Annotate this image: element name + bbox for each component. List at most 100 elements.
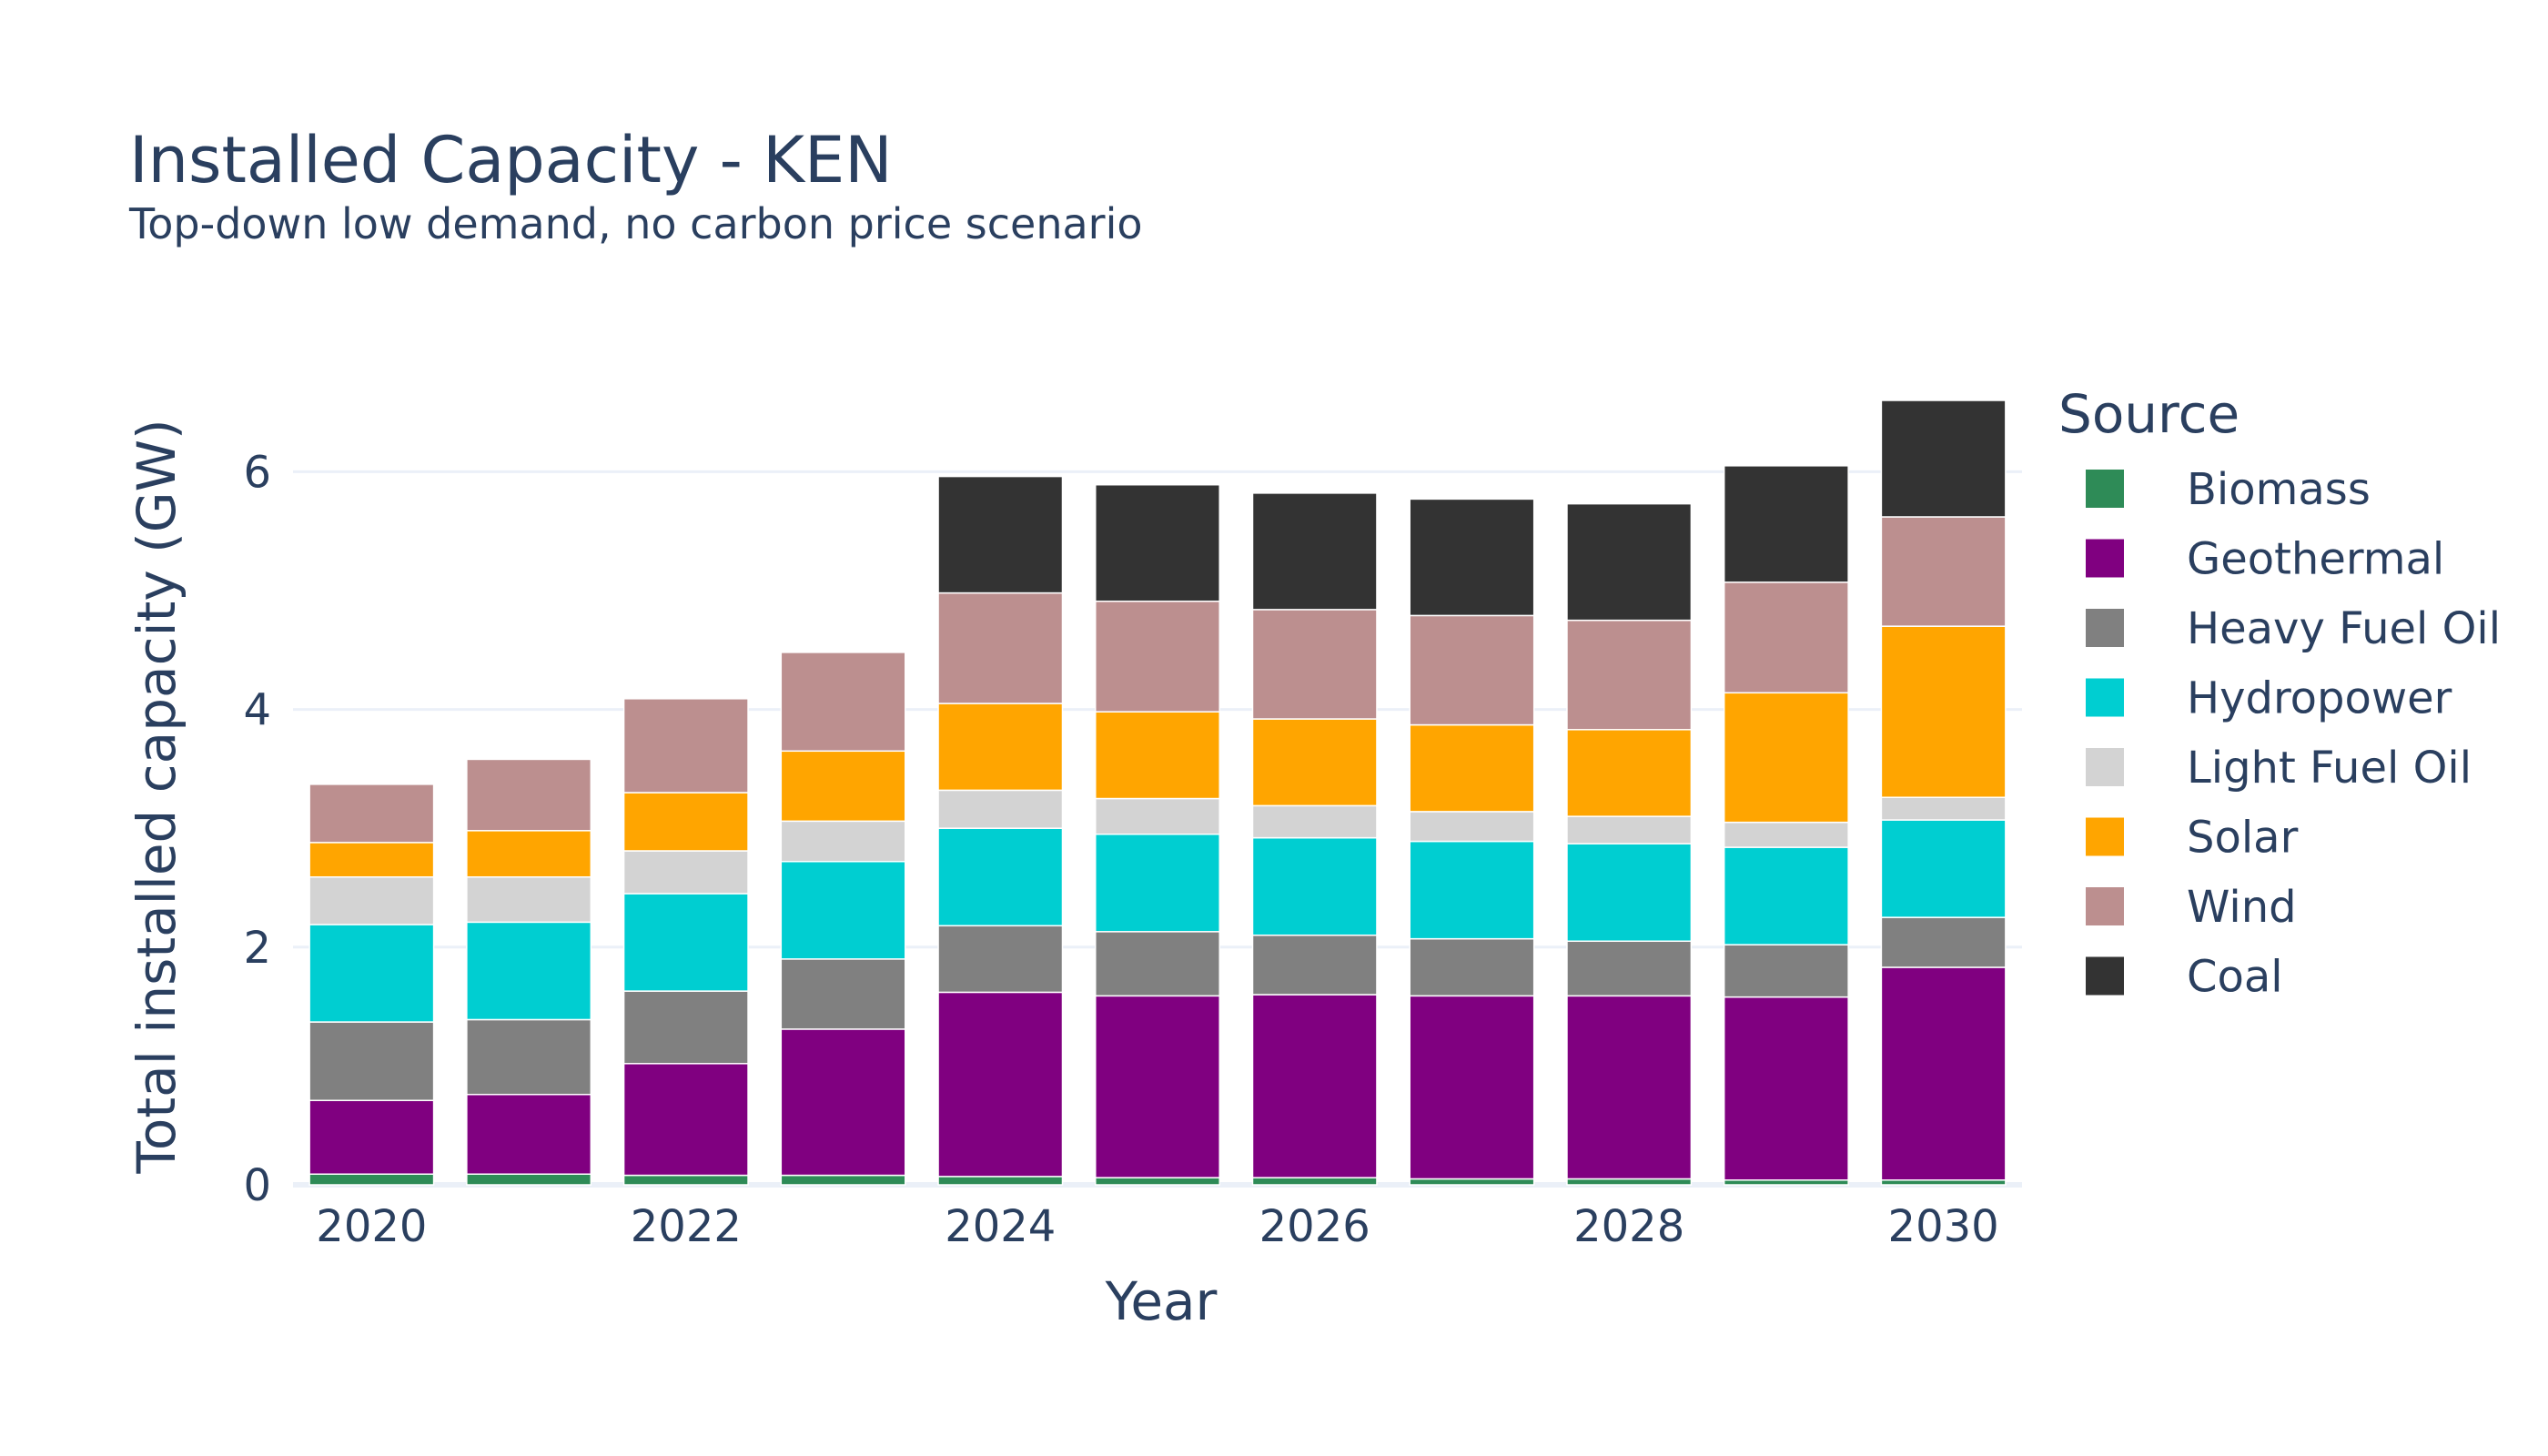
legend-label[interactable]: Solar [2187,813,2299,864]
bar-wind[interactable] [1566,619,1693,731]
bar-biomass[interactable] [1566,1178,1693,1186]
bar-biomass[interactable] [1251,1177,1378,1186]
bar-heavy-fuel-oil[interactable] [1566,940,1693,997]
bar-hydropower[interactable] [1409,840,1535,940]
bar-geothermal[interactable] [1880,966,2007,1181]
bar-biomass[interactable] [466,1173,592,1186]
bar-biomass[interactable] [622,1174,749,1186]
bar-wind[interactable] [622,698,749,794]
bar-wind[interactable] [466,758,592,832]
bar-geothermal[interactable] [1409,995,1535,1180]
bar-solar[interactable] [1880,625,2007,798]
bar-hydropower[interactable] [1251,836,1378,936]
bar-geothermal[interactable] [1095,995,1220,1178]
bar-hydropower[interactable] [937,827,1064,927]
bar-coal[interactable] [1880,399,2007,518]
legend-swatch[interactable] [2086,817,2124,856]
bar-biomass[interactable] [1723,1179,1849,1186]
bar-solar[interactable] [1251,718,1378,807]
legend-swatch[interactable] [2086,539,2124,578]
bar-geothermal[interactable] [308,1099,435,1175]
legend-swatch[interactable] [2086,609,2124,647]
bar-heavy-fuel-oil[interactable] [308,1021,435,1102]
bar-hydropower[interactable] [466,921,592,1021]
bar-geothermal[interactable] [1251,994,1378,1178]
bar-hydropower[interactable] [1880,819,2007,918]
bar-coal[interactable] [1251,492,1378,611]
bar-wind[interactable] [308,784,435,844]
bar-hydropower[interactable] [1566,843,1693,943]
bar-heavy-fuel-oil[interactable] [937,925,1064,994]
legend-swatch[interactable] [2086,678,2124,717]
bar-solar[interactable] [937,703,1064,792]
bar-solar[interactable] [1723,692,1849,824]
bar-biomass[interactable] [1409,1178,1535,1186]
bar-wind[interactable] [937,592,1064,704]
bar-hydropower[interactable] [622,893,749,992]
bar-coal[interactable] [1409,498,1535,617]
bar-wind[interactable] [1095,600,1220,713]
bar-geothermal[interactable] [780,1028,906,1177]
bar-wind[interactable] [1409,614,1535,726]
bar-biomass[interactable] [1095,1177,1220,1186]
bar-solar[interactable] [622,792,749,852]
bar-light-fuel-oil[interactable] [466,875,592,924]
bar-geothermal[interactable] [622,1063,749,1177]
bar-geothermal[interactable] [1566,995,1693,1180]
bar-biomass[interactable] [1880,1179,2007,1186]
legend-swatch[interactable] [2086,748,2124,786]
bar-wind[interactable] [1880,516,2007,627]
bar-coal[interactable] [1566,502,1693,622]
bar-heavy-fuel-oil[interactable] [466,1018,592,1096]
bar-coal[interactable] [1095,483,1220,602]
bar-light-fuel-oil[interactable] [1251,804,1378,839]
bar-solar[interactable] [1095,711,1220,800]
legend-swatch[interactable] [2086,956,2124,996]
bar-light-fuel-oil[interactable] [937,789,1064,829]
bar-heavy-fuel-oil[interactable] [1723,944,1849,998]
bar-light-fuel-oil[interactable] [1566,815,1693,844]
bar-wind[interactable] [780,652,906,753]
bar-light-fuel-oil[interactable] [622,850,749,895]
bar-wind[interactable] [1251,609,1378,720]
bar-light-fuel-oil[interactable] [1095,797,1220,835]
bar-hydropower[interactable] [1095,833,1220,933]
bar-solar[interactable] [1409,723,1535,813]
bar-light-fuel-oil[interactable] [780,820,906,863]
legend-label[interactable]: Wind [2187,882,2297,933]
legend-swatch[interactable] [2086,887,2124,925]
bar-heavy-fuel-oil[interactable] [1251,934,1378,996]
bar-heavy-fuel-oil[interactable] [780,958,906,1030]
legend-label[interactable]: Heavy Fuel Oil [2187,603,2501,654]
legend-swatch[interactable] [2086,470,2124,508]
legend-label[interactable]: Biomass [2187,464,2371,515]
bar-solar[interactable] [1566,729,1693,817]
bar-geothermal[interactable] [1723,996,1849,1181]
legend-label[interactable]: Coal [2187,952,2283,1003]
legend-label[interactable]: Light Fuel Oil [2187,743,2472,794]
bar-solar[interactable] [466,830,592,878]
bar-heavy-fuel-oil[interactable] [1880,916,2007,968]
bar-heavy-fuel-oil[interactable] [1095,931,1220,997]
bar-heavy-fuel-oil[interactable] [1409,937,1535,997]
bar-solar[interactable] [780,750,906,823]
bar-light-fuel-oil[interactable] [308,875,435,925]
bar-wind[interactable] [1723,581,1849,694]
bar-geothermal[interactable] [937,991,1064,1178]
bar-hydropower[interactable] [308,924,435,1023]
bar-hydropower[interactable] [1723,846,1849,945]
legend-label[interactable]: Hydropower [2187,673,2452,724]
bar-light-fuel-oil[interactable] [1409,811,1535,843]
legend-label[interactable]: Geothermal [2187,534,2444,585]
bar-biomass[interactable] [937,1176,1064,1186]
bar-biomass[interactable] [308,1173,435,1186]
bar-hydropower[interactable] [780,861,906,960]
bar-coal[interactable] [937,475,1064,594]
bar-coal[interactable] [1723,465,1849,583]
bar-heavy-fuel-oil[interactable] [622,990,749,1065]
bar-geothermal[interactable] [466,1093,592,1175]
bar-solar[interactable] [308,842,435,878]
bar-light-fuel-oil[interactable] [1723,821,1849,848]
bar-biomass[interactable] [780,1174,906,1186]
bar-light-fuel-oil[interactable] [1880,796,2007,821]
